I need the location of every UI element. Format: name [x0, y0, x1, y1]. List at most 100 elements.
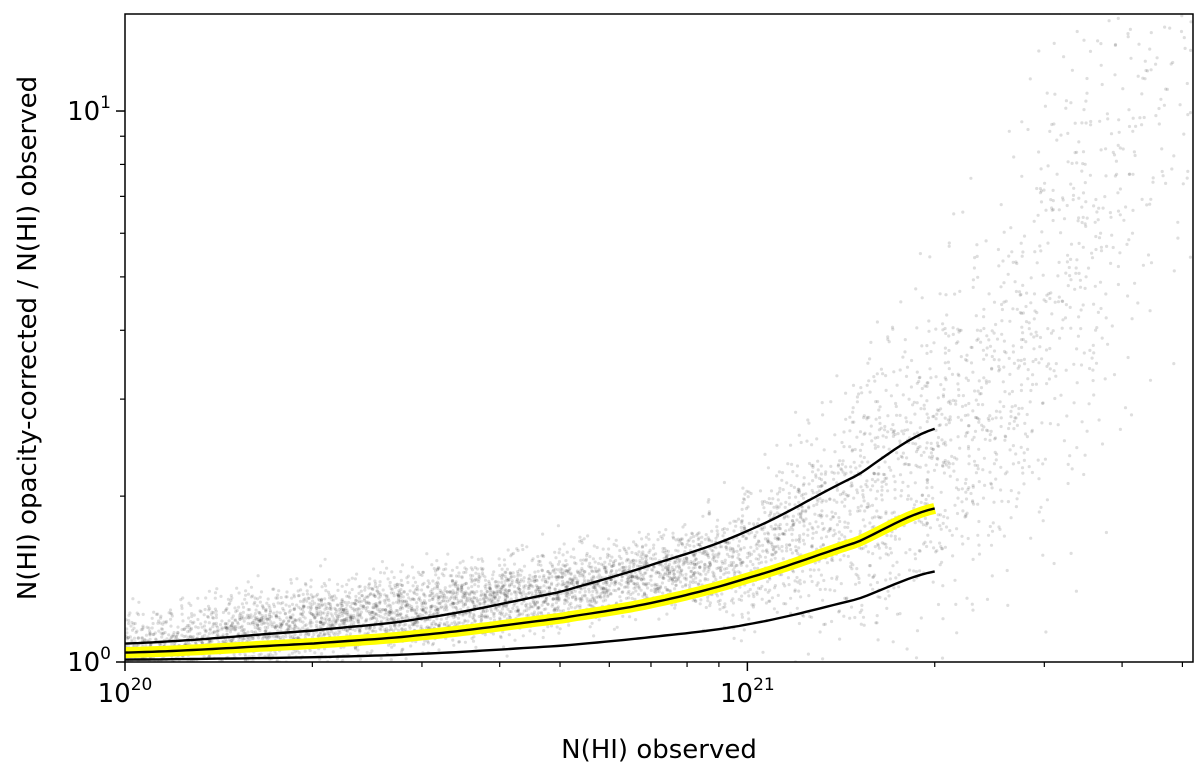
scatter-point: [266, 653, 270, 657]
scatter-point: [509, 554, 513, 558]
scatter-point: [694, 557, 698, 561]
scatter-point: [793, 579, 797, 583]
scatter-point: [314, 606, 318, 610]
scatter-point: [382, 599, 386, 603]
scatter-point: [903, 338, 907, 342]
scatter-point: [665, 588, 670, 592]
scatter-point: [848, 616, 852, 620]
scatter-point: [944, 378, 948, 382]
scatter-point: [807, 594, 811, 598]
scatter-point: [840, 462, 844, 466]
scatter-point: [1137, 42, 1141, 46]
scatter-point: [1170, 167, 1174, 171]
scatter-point: [477, 575, 481, 579]
scatter-point: [1000, 499, 1004, 503]
scatter-point: [364, 627, 368, 631]
scatter-point: [155, 674, 158, 677]
scatter-point: [171, 633, 175, 637]
scatter-point: [318, 610, 322, 614]
scatter-point: [497, 557, 501, 561]
scatter-point: [421, 608, 425, 612]
scatter-point: [309, 624, 313, 628]
scatter-point: [592, 596, 596, 600]
scatter-point: [492, 591, 496, 595]
scatter-point: [602, 590, 606, 594]
scatter-point: [299, 633, 303, 637]
scatter-point: [997, 364, 1001, 369]
scatter-point: [471, 590, 475, 594]
scatter-point: [1035, 261, 1039, 265]
scatter-point: [778, 486, 782, 490]
scatter-point: [645, 568, 649, 572]
scatter-point: [404, 675, 407, 678]
scatter-point: [636, 553, 640, 557]
scatter-point: [461, 559, 465, 563]
scatter-point: [671, 535, 675, 539]
scatter-point: [1048, 296, 1052, 301]
scatter-point: [316, 676, 319, 679]
scatter-point: [211, 625, 215, 629]
scatter-point: [422, 601, 426, 605]
scatter-point: [743, 492, 747, 496]
scatter-point: [498, 573, 502, 578]
scatter-point: [1092, 393, 1096, 397]
scatter-point: [810, 443, 814, 447]
scatter-point: [141, 627, 145, 631]
scatter-point: [246, 621, 250, 626]
scatter-point: [612, 561, 616, 565]
scatter-point: [594, 595, 599, 599]
scatter-point: [971, 500, 975, 504]
scatter-point: [241, 610, 245, 615]
scatter-point: [717, 551, 721, 555]
scatter-point: [747, 617, 751, 621]
scatter-point: [459, 598, 464, 603]
scatter-point: [862, 455, 866, 460]
scatter-point: [406, 616, 410, 620]
scatter-point: [228, 630, 232, 634]
scatter-point: [742, 628, 746, 632]
scatter-point: [1080, 121, 1084, 125]
scatter-point: [880, 480, 884, 484]
scatter-point: [527, 586, 531, 590]
scatter-point: [1040, 421, 1044, 425]
scatter-point: [664, 549, 669, 553]
scatter-point: [564, 568, 568, 573]
scatter-point: [139, 667, 142, 670]
scatter-point: [105, 636, 108, 639]
scatter-point: [279, 622, 283, 627]
scatter-point: [365, 650, 369, 655]
scatter-point: [1064, 271, 1068, 275]
scatter-point: [373, 594, 377, 599]
scatter-point: [311, 614, 316, 618]
scatter-point: [181, 663, 184, 666]
scatter-point: [1096, 39, 1100, 43]
scatter-point: [1077, 271, 1081, 275]
scatter-point: [278, 611, 282, 615]
scatter-point: [772, 607, 777, 611]
scatter-point: [163, 669, 166, 672]
scatter-point: [484, 583, 488, 587]
scatter-point: [318, 620, 322, 624]
scatter-point: [592, 585, 596, 589]
scatter-point: [348, 632, 352, 636]
scatter-point: [1034, 382, 1038, 386]
scatter-point: [989, 481, 993, 485]
scatter-point: [628, 615, 632, 619]
scatter-point: [415, 608, 419, 612]
scatter-point: [392, 594, 396, 598]
scatter-point: [325, 614, 329, 618]
scatter-point: [959, 418, 964, 422]
scatter-point: [436, 565, 441, 570]
scatter-point: [786, 576, 791, 580]
scatter-point: [268, 614, 272, 618]
scatter-point: [565, 580, 570, 584]
scatter-point: [607, 547, 611, 551]
scatter-point: [292, 607, 296, 612]
scatter-point: [170, 612, 174, 616]
scatter-point: [630, 559, 634, 563]
scatter-point: [671, 536, 676, 540]
scatter-point: [1069, 326, 1073, 330]
scatter-point: [949, 438, 953, 442]
scatter-point: [485, 609, 489, 613]
scatter-point: [154, 637, 158, 641]
